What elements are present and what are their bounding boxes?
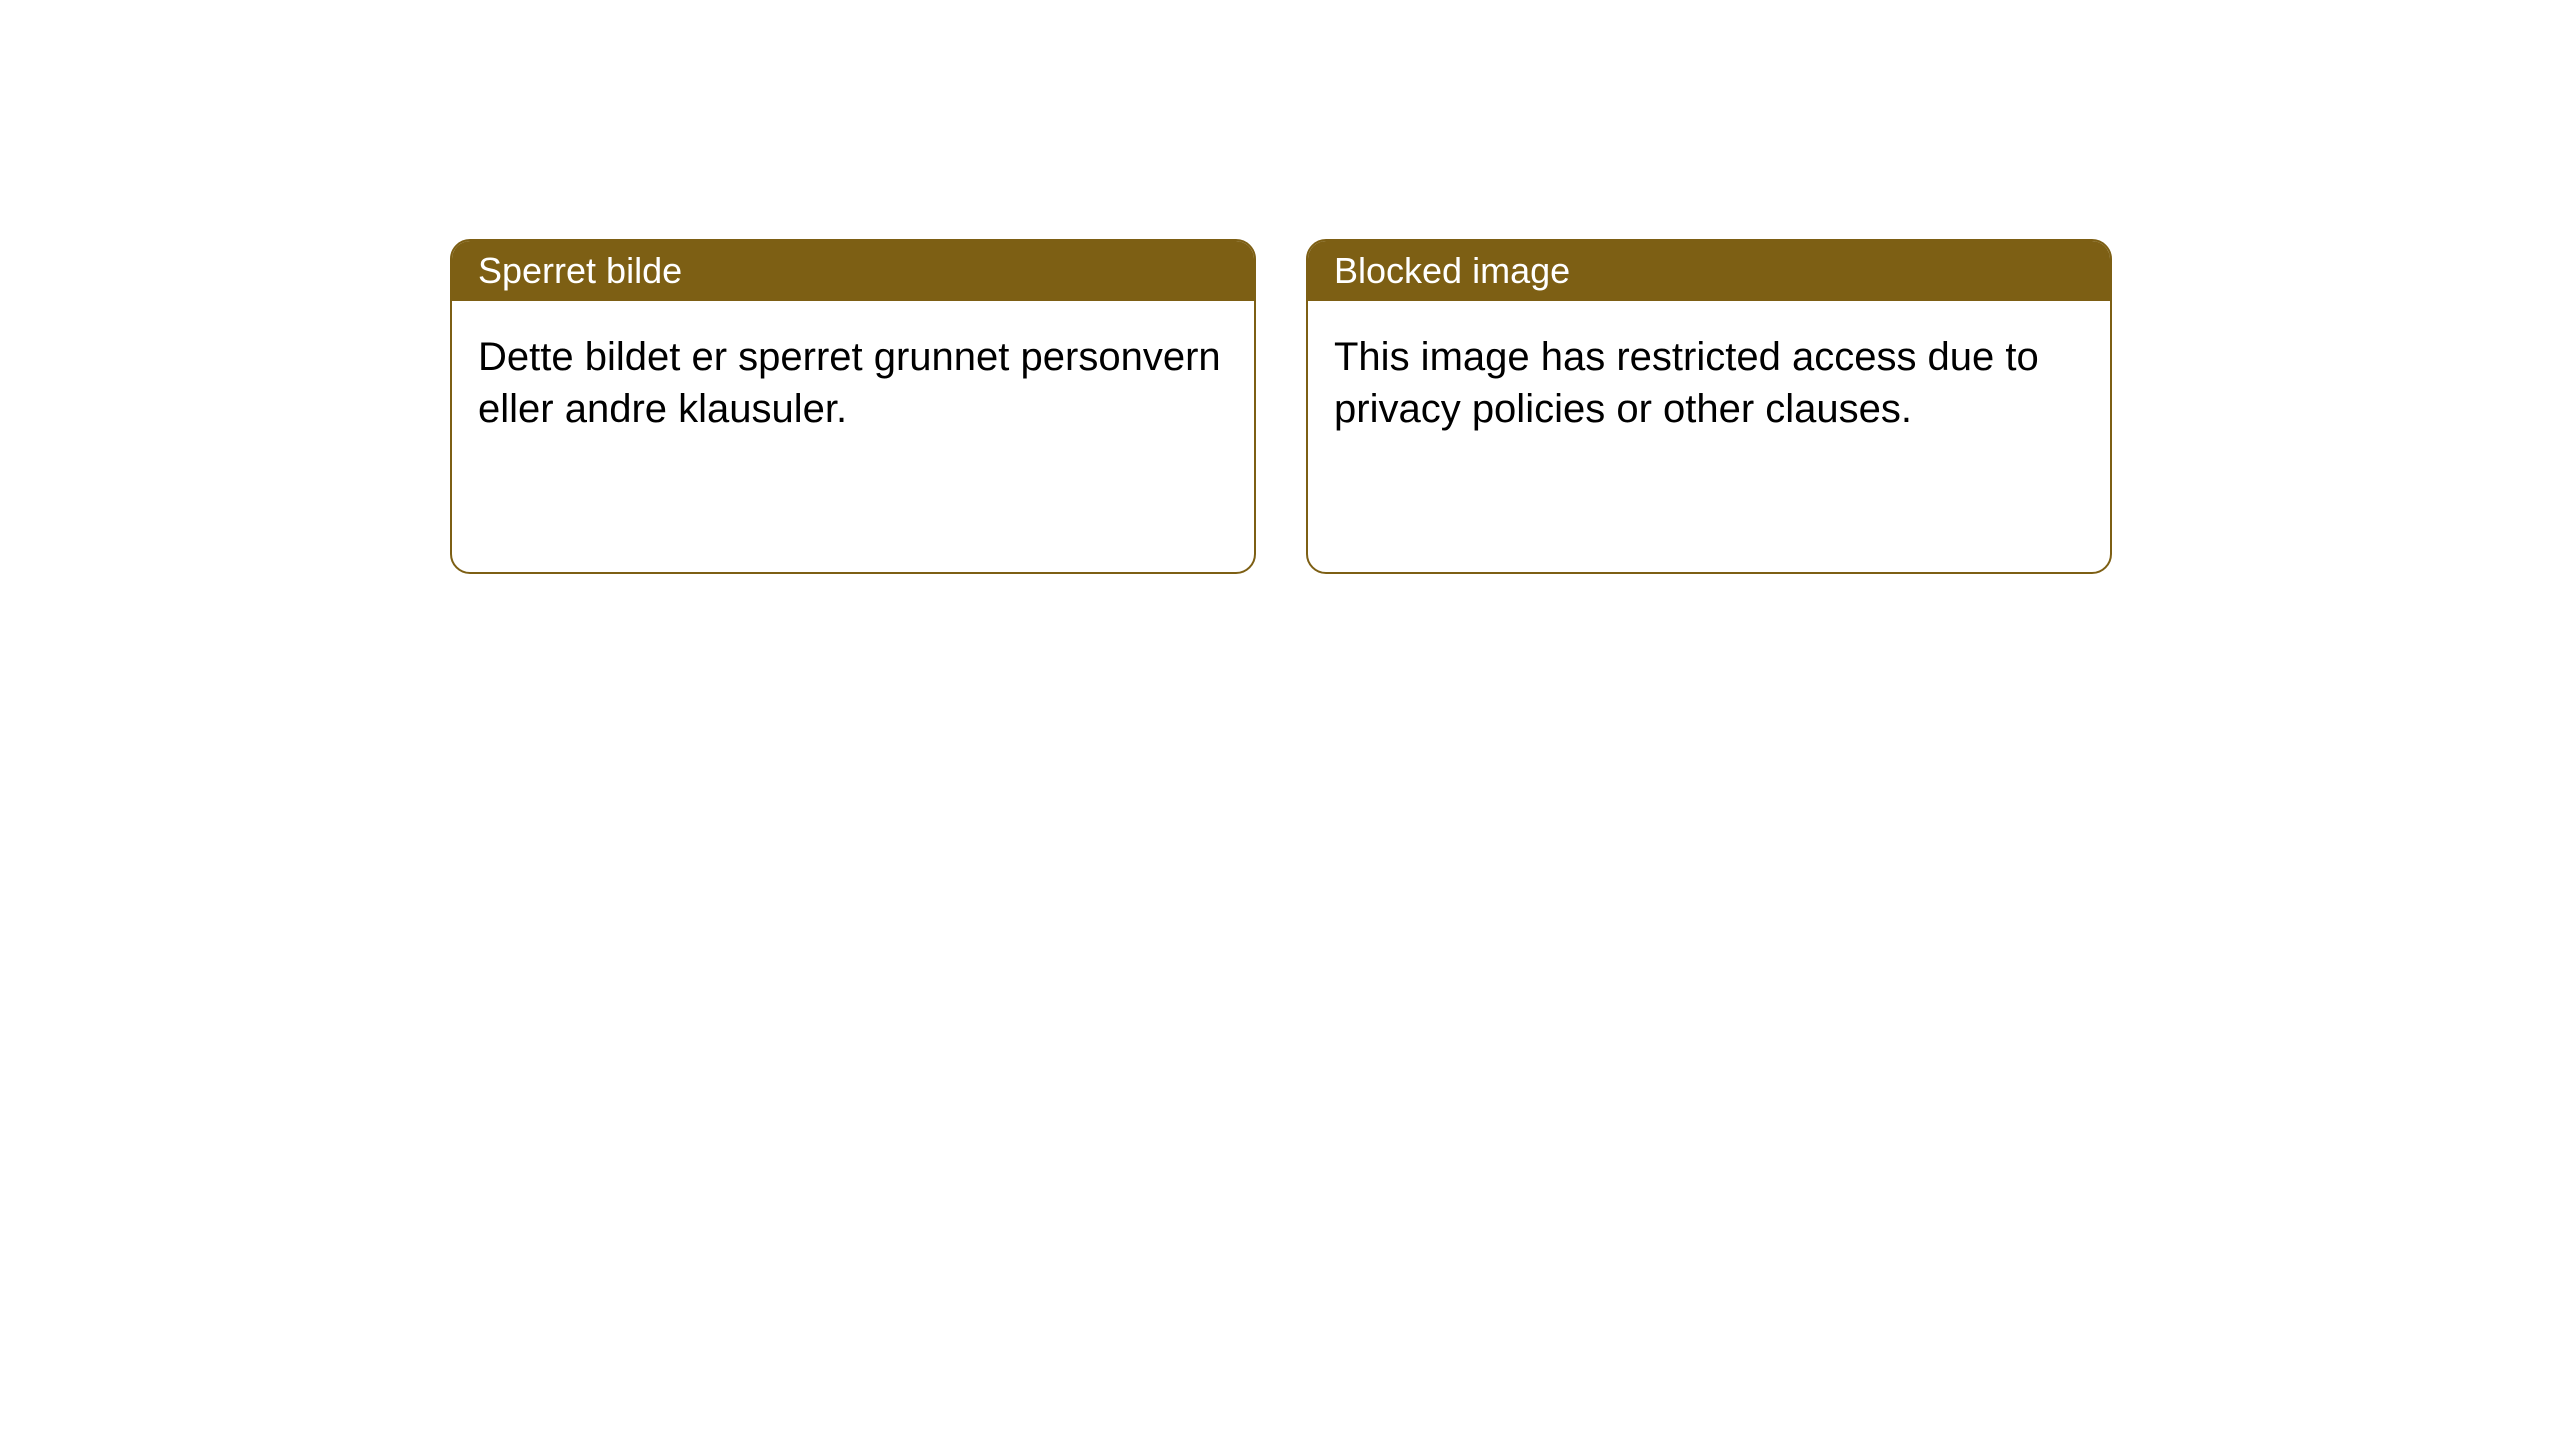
notice-container: Sperret bilde Dette bildet er sperret gr… [450, 239, 2112, 574]
notice-body: This image has restricted access due to … [1308, 301, 2110, 465]
notice-card-norwegian: Sperret bilde Dette bildet er sperret gr… [450, 239, 1256, 574]
notice-body: Dette bildet er sperret grunnet personve… [452, 301, 1254, 465]
notice-header: Sperret bilde [452, 241, 1254, 301]
notice-header: Blocked image [1308, 241, 2110, 301]
notice-text: This image has restricted access due to … [1334, 331, 2084, 435]
notice-text: Dette bildet er sperret grunnet personve… [478, 331, 1228, 435]
notice-card-english: Blocked image This image has restricted … [1306, 239, 2112, 574]
notice-title: Sperret bilde [478, 250, 682, 292]
notice-title: Blocked image [1334, 250, 1570, 292]
